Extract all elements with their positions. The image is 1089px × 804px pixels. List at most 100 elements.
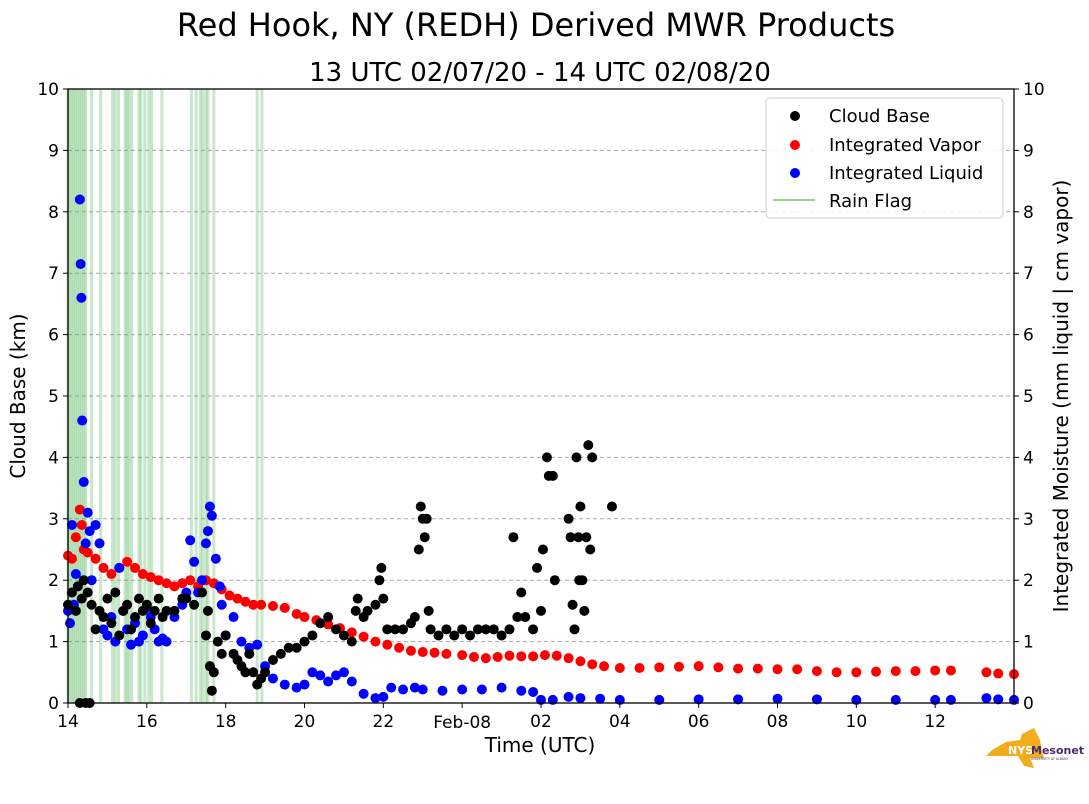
cloud-base-point	[541, 452, 552, 463]
integrated-vapor-point	[256, 599, 267, 610]
cloud-base-point	[331, 624, 342, 635]
cloud-base-point	[508, 532, 519, 543]
cloud-base-point	[480, 624, 491, 635]
cloud-base-point	[145, 618, 156, 629]
cloud-base-point	[244, 648, 255, 659]
cloud-base-point	[169, 605, 180, 616]
integrated-liquid-point	[575, 693, 586, 704]
integrated-vapor-point	[137, 569, 148, 580]
integrated-liquid-point	[94, 538, 105, 549]
cloud-base-point	[419, 532, 430, 543]
integrated-liquid-point	[291, 682, 302, 693]
integrated-liquid-point	[496, 682, 507, 693]
integrated-liquid-point	[358, 688, 369, 699]
integrated-vapor-point	[457, 650, 468, 661]
integrated-liquid-point	[398, 684, 409, 695]
integrated-vapor-point	[177, 578, 188, 589]
integrated-vapor-point	[930, 665, 941, 676]
cloud-base-point	[563, 513, 574, 524]
x-tick-label: 20	[294, 712, 316, 732]
y-tick-label-right: 9	[1023, 141, 1034, 161]
logo-university: UNIVERSITY AT ALBANY	[1031, 757, 1069, 761]
cloud-base-point	[181, 593, 192, 604]
integrated-liquid-point	[90, 519, 101, 530]
cloud-base-point	[240, 667, 251, 678]
cloud-base-point	[141, 599, 152, 610]
cloud-base-point	[126, 624, 137, 635]
integrated-vapor-point	[673, 661, 684, 672]
cloud-base-point	[421, 513, 432, 524]
legend-box	[765, 97, 1004, 219]
y-tick-label-right: 0	[1023, 694, 1034, 714]
y-tick-label-left: 10	[37, 80, 59, 100]
x-axis-label: Time (UTC)	[484, 733, 596, 757]
integrated-vapor-point	[224, 590, 235, 601]
integrated-vapor-point	[429, 647, 440, 658]
cloud-base-point	[220, 630, 231, 641]
integrated-liquid-point	[252, 639, 263, 650]
chart-title: Red Hook, NY (REDH) Derived MWR Products	[177, 6, 895, 44]
integrated-vapor-point	[74, 504, 85, 515]
legend-label-liquid: Integrated Liquid	[829, 163, 983, 184]
integrated-vapor-point	[945, 665, 956, 676]
integrated-vapor-point	[161, 578, 172, 589]
y-tick-label-right: 3	[1023, 510, 1034, 530]
cloud-base-point	[606, 501, 617, 512]
y-tick-label-right: 5	[1023, 387, 1034, 407]
integrated-liquid-point	[77, 415, 88, 426]
cloud-base-point	[161, 605, 172, 616]
integrated-vapor-point	[733, 663, 744, 674]
y-tick-label-right: 7	[1023, 264, 1034, 284]
integrated-vapor-point	[772, 664, 783, 675]
cloud-base-point	[260, 667, 271, 678]
integrated-vapor-point	[587, 659, 598, 670]
integrated-vapor-point	[551, 650, 562, 661]
integrated-vapor-point	[752, 663, 763, 674]
cloud-base-point	[577, 575, 588, 586]
integrated-liquid-point	[76, 292, 87, 303]
cloud-base-point	[457, 624, 468, 635]
y-tick-label-left: 7	[48, 264, 59, 284]
integrated-vapor-point	[539, 650, 550, 661]
data-points	[63, 194, 1019, 708]
integrated-vapor-point	[811, 666, 822, 677]
integrated-liquid-point	[299, 679, 310, 690]
integrated-vapor-point	[910, 666, 921, 677]
integrated-vapor-point	[382, 639, 393, 650]
integrated-liquid-point	[733, 694, 744, 705]
cloud-base-point	[565, 532, 576, 543]
y-tick-label-left: 3	[48, 510, 59, 530]
integrated-liquid-point	[189, 556, 200, 567]
integrated-vapor-point	[279, 602, 290, 613]
cloud-base-point	[102, 593, 113, 604]
integrated-liquid-point	[563, 691, 574, 702]
y-tick-label-left: 6	[48, 326, 59, 346]
cloud-base-point	[200, 630, 211, 641]
integrated-vapor-point	[394, 642, 405, 653]
integrated-vapor-point	[713, 662, 724, 673]
cloud-base-point	[98, 612, 109, 623]
integrated-liquid-point	[66, 519, 77, 530]
integrated-vapor-point	[153, 575, 164, 586]
integrated-liquid-point	[323, 676, 334, 687]
cloud-base-point	[512, 612, 523, 623]
cloud-base-point	[488, 624, 499, 635]
integrated-liquid-point	[981, 693, 992, 704]
cloud-base-point	[275, 648, 286, 659]
y-tick-label-right: 4	[1023, 448, 1034, 468]
integrated-liquid-point	[185, 535, 196, 546]
integrated-liquid-point	[216, 599, 227, 610]
integrated-liquid-point	[228, 612, 239, 623]
integrated-vapor-point	[370, 636, 381, 647]
integrated-liquid-point	[338, 667, 349, 678]
cloud-base-point	[208, 667, 219, 678]
y-tick-label-right: 1	[1023, 633, 1034, 653]
integrated-vapor-point	[240, 596, 251, 607]
integrated-vapor-point	[890, 666, 901, 677]
x-tick-label: 10	[846, 712, 868, 732]
x-tick-label: 14	[57, 712, 79, 732]
cloud-base-point	[390, 624, 401, 635]
integrated-liquid-point	[528, 686, 539, 697]
integrated-liquid-point	[267, 673, 278, 684]
integrated-liquid-point	[126, 639, 137, 650]
